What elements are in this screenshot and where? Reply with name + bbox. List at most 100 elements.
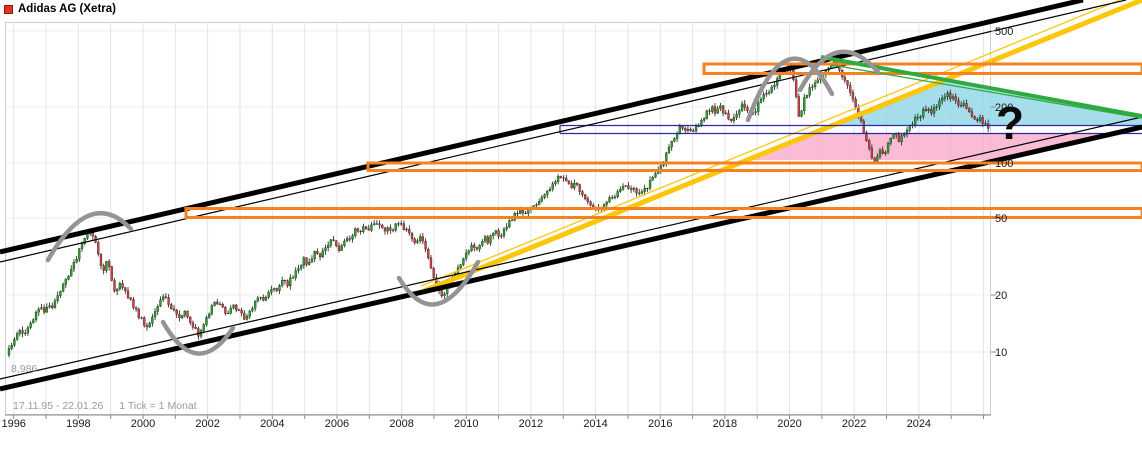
candle [692, 130, 695, 132]
arc-annotation[interactable] [160, 319, 236, 356]
candle [640, 191, 644, 194]
candle [48, 305, 51, 308]
candle [75, 259, 78, 263]
candle [973, 116, 976, 120]
candle [67, 275, 70, 280]
candle [34, 311, 38, 320]
trend-channel-line[interactable] [0, 116, 1142, 380]
candle [402, 223, 406, 230]
candle [876, 156, 879, 163]
candle [743, 103, 746, 108]
candle [134, 307, 138, 310]
candle [556, 176, 560, 182]
candle [373, 223, 376, 225]
trend-channel-line[interactable] [0, 124, 1142, 392]
yellow-trendline[interactable] [420, 0, 1121, 287]
candle [308, 262, 311, 265]
orange-zone[interactable] [184, 207, 1142, 219]
candle [253, 300, 257, 309]
candle [343, 240, 346, 246]
candle [243, 312, 246, 320]
candle [140, 317, 143, 319]
triangle-lower[interactable] [747, 128, 1136, 160]
arc-annotation[interactable] [396, 259, 481, 307]
candle [332, 239, 335, 241]
candle [378, 223, 381, 226]
candle [873, 157, 876, 163]
candle [578, 184, 581, 192]
triangle-upper[interactable] [833, 80, 1142, 126]
candle [919, 116, 922, 118]
y-axis-label: 50 [995, 213, 1007, 225]
candle [943, 96, 947, 99]
x-axis-label: 2002 [195, 418, 219, 430]
candle [213, 301, 216, 306]
title-bar: Adidas AG (Xetra) [4, 3, 116, 15]
candle [218, 303, 222, 305]
candle [237, 309, 241, 311]
candle [524, 212, 527, 214]
candle [559, 176, 562, 178]
instrument-title: Adidas AG (Xetra) [18, 3, 116, 15]
candle [467, 250, 470, 254]
trend-channel-line[interactable] [0, 0, 1084, 255]
candle [816, 79, 819, 83]
green-trendline[interactable] [831, 64, 1142, 119]
candle [548, 188, 552, 192]
yellow-trendline[interactable] [423, 0, 1142, 294]
orange-zone[interactable] [366, 161, 1142, 172]
y-axis-label: 500 [995, 26, 1013, 38]
orange-zone[interactable] [702, 62, 1142, 75]
x-axis-label: 2008 [389, 418, 413, 430]
arc-annotation[interactable] [45, 211, 134, 263]
instrument-marker-icon [4, 4, 13, 14]
candle [962, 103, 965, 106]
candle [432, 268, 435, 278]
candle [313, 251, 316, 260]
candle [643, 188, 646, 192]
candle [143, 317, 146, 326]
candle [868, 140, 871, 149]
candle [40, 307, 43, 310]
candle [716, 108, 719, 114]
candle [797, 96, 800, 117]
candle [229, 307, 232, 314]
candle [97, 242, 100, 255]
arc-annotation[interactable] [745, 56, 835, 123]
question-mark-annotation[interactable]: ? [996, 97, 1025, 149]
candle [15, 333, 19, 340]
x-axis-label: 2022 [842, 418, 866, 430]
candle [121, 283, 124, 288]
candle [719, 105, 722, 109]
candle [903, 134, 906, 136]
candle [151, 316, 154, 324]
candle [118, 283, 122, 290]
candle [137, 308, 140, 318]
candle [362, 226, 365, 232]
arc-annotation[interactable] [797, 49, 881, 93]
candle [754, 111, 757, 113]
candle [180, 315, 184, 319]
candle [935, 106, 938, 108]
candle [811, 86, 814, 88]
candle [10, 344, 13, 349]
candle [235, 304, 238, 311]
candle [110, 266, 113, 281]
candle [391, 229, 395, 231]
candle [635, 188, 638, 194]
candle [324, 247, 327, 252]
candle [581, 191, 584, 195]
candle [865, 132, 868, 142]
candle [26, 327, 30, 334]
candle [570, 183, 573, 189]
candle [727, 112, 730, 120]
candle [708, 110, 711, 112]
candle [178, 314, 181, 319]
candle [102, 265, 105, 271]
candle [510, 219, 514, 221]
candle [884, 151, 887, 154]
candle [356, 228, 360, 232]
candle [678, 126, 681, 134]
candle [924, 109, 928, 111]
